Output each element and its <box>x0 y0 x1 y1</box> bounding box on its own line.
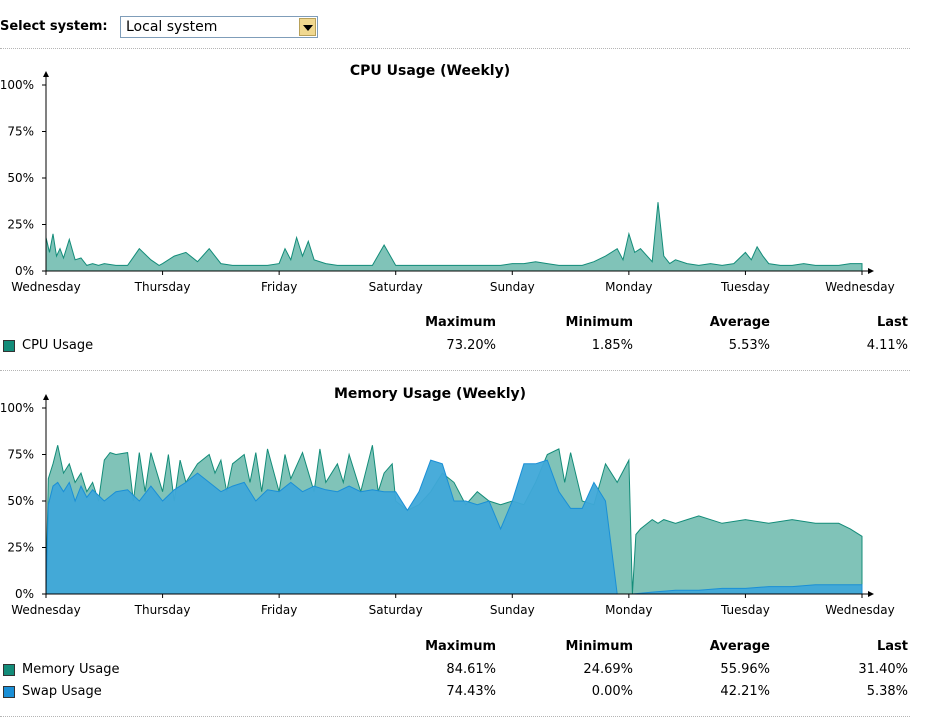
divider <box>0 716 910 717</box>
series-name: Memory Usage <box>22 662 120 677</box>
x-tick-label: Tuesday <box>720 603 770 617</box>
x-tick-label: Tuesday <box>720 280 770 294</box>
x-tick-label: Monday <box>605 603 652 617</box>
y-tick-label: 75% <box>7 448 34 462</box>
header-minimum: Minimum <box>565 315 633 330</box>
series-name: CPU Usage <box>22 338 94 353</box>
x-tick-label: Monday <box>605 280 652 294</box>
y-axis-arrow <box>43 71 49 77</box>
cpu-usage-chart: CPU Usage (Weekly) 0% 25% 50% 75% 100% Wednesd… <box>0 63 895 294</box>
memory-usage-swatch <box>3 664 15 676</box>
x-tick-label: Wednesday <box>11 280 80 294</box>
x-tick-label: Wednesday <box>11 603 80 617</box>
divider <box>0 370 910 371</box>
y-tick-label: 100% <box>0 401 34 415</box>
system-selector-bar: Select system: Local system <box>0 14 910 48</box>
stat-min: 0.00% <box>591 684 633 699</box>
system-select[interactable]: Local system <box>120 16 318 38</box>
x-axis-arrow <box>868 591 874 597</box>
stat-last: 4.11% <box>866 338 908 353</box>
x-tick-label: Saturday <box>369 280 423 294</box>
x-tick-label: Sunday <box>490 280 535 294</box>
header-average: Average <box>709 639 770 654</box>
stat-max: 73.20% <box>446 338 496 353</box>
series-area <box>45 202 863 272</box>
stat-max: 74.43% <box>446 684 496 699</box>
cpu-usage-swatch <box>3 340 15 352</box>
select-system-label: Select system: <box>0 19 108 34</box>
header-maximum: Maximum <box>425 315 496 330</box>
stat-avg: 55.96% <box>720 662 770 677</box>
dropdown-button[interactable] <box>299 18 316 36</box>
header-minimum: Minimum <box>565 639 633 654</box>
x-tick-label: Thursday <box>134 603 191 617</box>
swap-usage-swatch <box>3 686 15 698</box>
y-tick-label: 25% <box>7 541 34 555</box>
x-tick-label: Friday <box>261 603 297 617</box>
chevron-down-icon <box>303 25 313 31</box>
y-tick-label: 25% <box>7 218 34 232</box>
series-area <box>45 459 863 595</box>
stat-last: 5.38% <box>866 684 908 699</box>
stat-last: 31.40% <box>858 662 908 677</box>
x-tick-label: Wednesday <box>825 280 894 294</box>
x-tick-label: Friday <box>261 280 297 294</box>
stat-min: 1.85% <box>591 338 633 353</box>
x-tick-label: Wednesday <box>825 603 894 617</box>
header-last: Last <box>876 315 908 330</box>
header-average: Average <box>709 315 770 330</box>
memory-usage-chart: Memory Usage (Weekly) 0% 25% 50% 75% 100% Wedn… <box>0 386 895 617</box>
legend-row-swap: Swap Usage 74.43% 0.00% 42.21% 5.38% <box>0 684 910 704</box>
y-tick-label: 50% <box>7 494 34 508</box>
y-tick-label: 0% <box>15 264 34 278</box>
chart-title: Memory Usage (Weekly) <box>334 386 526 402</box>
legend-row-cpu: CPU Usage 73.20% 1.85% 5.53% 4.11% <box>0 338 910 358</box>
header-last: Last <box>876 639 908 654</box>
y-tick-label: 75% <box>7 125 34 139</box>
series-name: Swap Usage <box>22 684 102 699</box>
x-tick-label: Sunday <box>490 603 535 617</box>
chart-title: CPU Usage (Weekly) <box>350 63 510 79</box>
header-maximum: Maximum <box>425 639 496 654</box>
y-axis-arrow <box>43 394 49 400</box>
x-tick-label: Saturday <box>369 603 423 617</box>
y-tick-label: 100% <box>0 78 34 92</box>
x-tick-label: Thursday <box>134 280 191 294</box>
divider <box>0 48 910 49</box>
stat-max: 84.61% <box>446 662 496 677</box>
stat-avg: 5.53% <box>728 338 770 353</box>
legend-row-memory: Memory Usage 84.61% 24.69% 55.96% 31.40% <box>0 662 910 682</box>
stat-min: 24.69% <box>583 662 633 677</box>
x-axis-arrow <box>868 268 874 274</box>
y-tick-label: 0% <box>15 587 34 601</box>
system-select-value: Local system <box>126 19 218 35</box>
stat-avg: 42.21% <box>720 684 770 699</box>
y-tick-label: 50% <box>7 171 34 185</box>
